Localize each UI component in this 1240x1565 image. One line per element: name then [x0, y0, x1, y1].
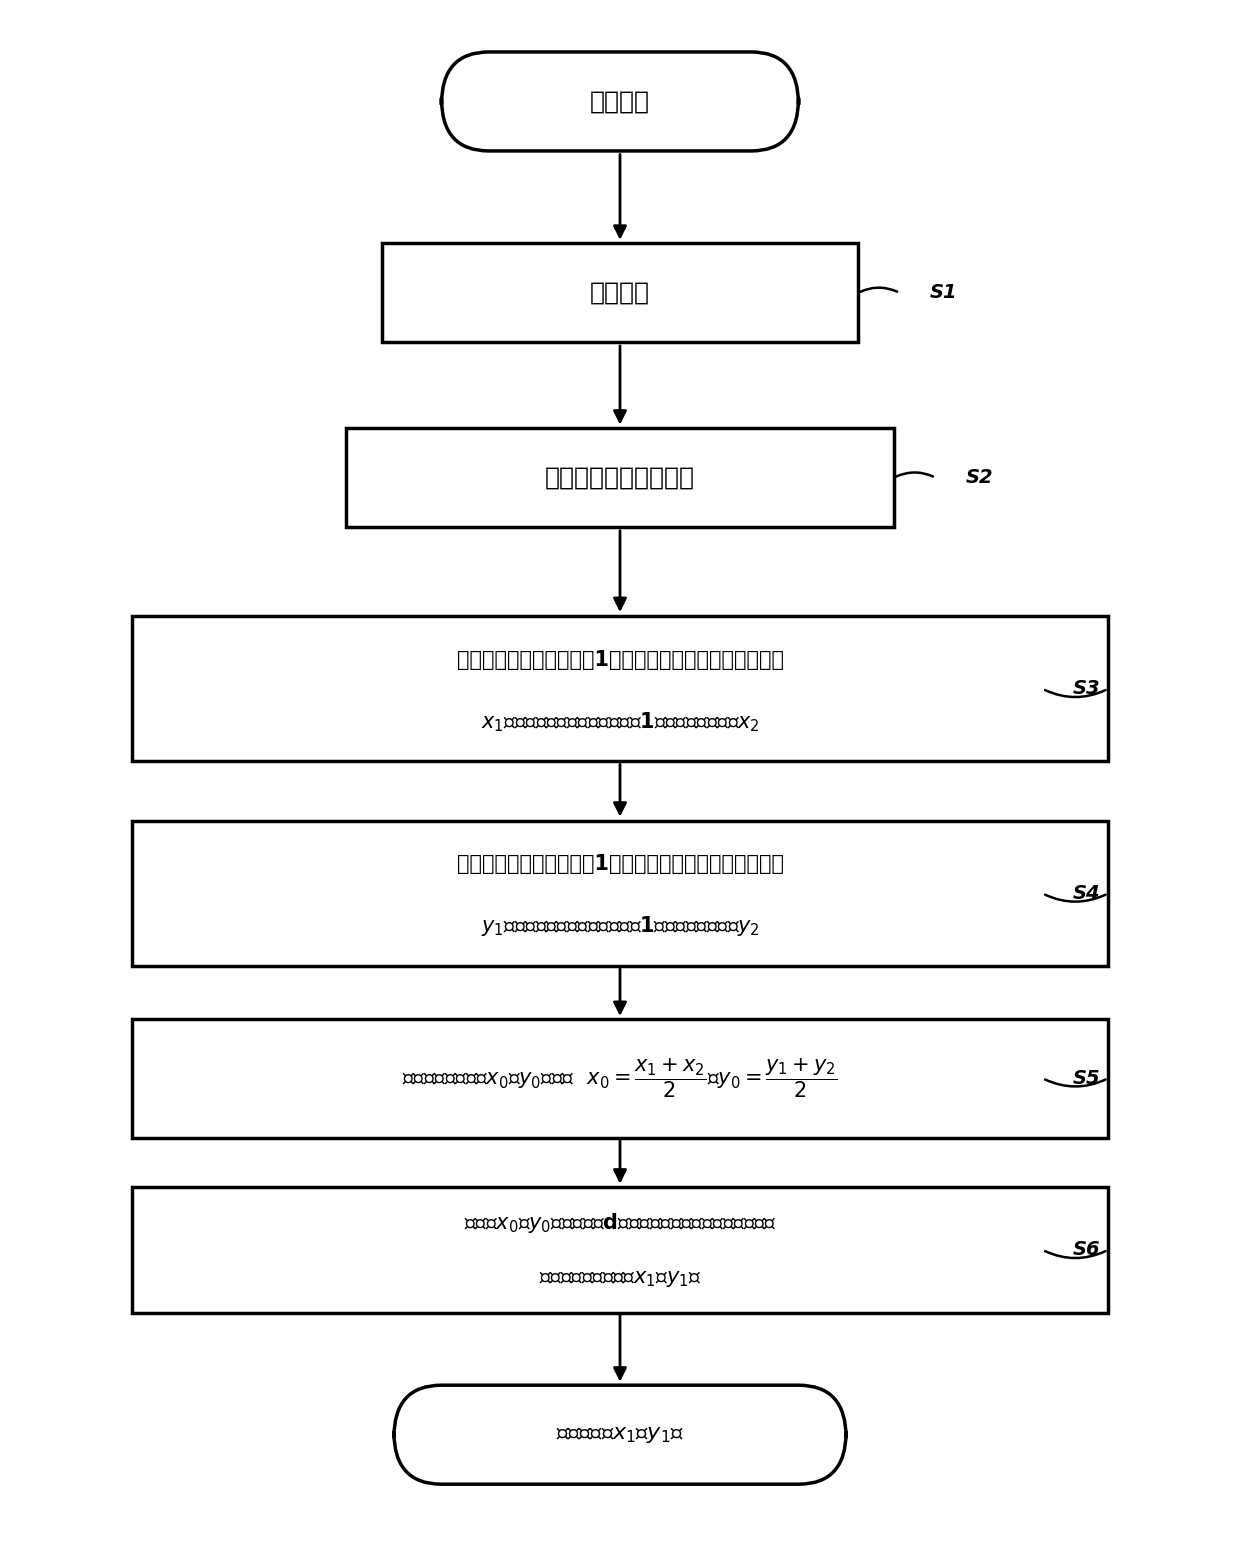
Text: S6: S6 — [1073, 1241, 1100, 1260]
FancyBboxPatch shape — [394, 1385, 846, 1484]
Bar — [131, 617, 1109, 762]
Text: 寻找图像第一列像素值为1的坐标值，记录行数，求均值得: 寻找图像第一列像素值为1的坐标值，记录行数，求均值得 — [456, 649, 784, 670]
Text: 输入图像: 输入图像 — [590, 89, 650, 113]
Text: 输出质心（$x_1$，$y_1$）: 输出质心（$x_1$，$y_1$） — [556, 1424, 684, 1444]
Bar — [382, 243, 858, 343]
Bar — [131, 1019, 1109, 1138]
Text: 寻找图像第一行像素值为1的坐标值，记录列数，求均值得: 寻找图像第一行像素值为1的坐标值，记录列数，求均值得 — [456, 854, 784, 875]
Text: 在以（$x_0$，$y_0$）为中心，d为边长的矩形区域内使用质心法，: 在以（$x_0$，$y_0$）为中心，d为边长的矩形区域内使用质心法， — [464, 1211, 776, 1235]
Text: 得到图像中心坐标（$x_1$，$y_1$）: 得到图像中心坐标（$x_1$，$y_1$） — [539, 1269, 701, 1290]
Bar — [346, 429, 894, 527]
Text: S1: S1 — [930, 283, 957, 302]
Bar — [131, 822, 1109, 966]
Bar — [131, 1188, 1109, 1313]
Text: $x_1$，同理得到最后一列像素值为1的坐标值行数均值$x_2$: $x_1$，同理得到最后一列像素值为1的坐标值行数均值$x_2$ — [481, 711, 759, 734]
FancyBboxPatch shape — [441, 52, 799, 150]
Text: 图像分割，形态学处理: 图像分割，形态学处理 — [546, 466, 694, 490]
Text: 设粗定位中心为（$x_0$，$y_0$），则  $x_0 = \dfrac{x_1+x_2}{2}$，$y_0 = \dfrac{y_1+y_2}{2}$: 设粗定位中心为（$x_0$，$y_0$），则 $x_0 = \dfrac{x_1… — [402, 1056, 838, 1100]
Text: 图像去噪: 图像去噪 — [590, 280, 650, 305]
Text: $y_1$，同理得到最后一行像素值为1的坐标值列数均值$y_2$: $y_1$，同理得到最后一行像素值为1的坐标值列数均值$y_2$ — [481, 914, 759, 939]
Text: S5: S5 — [1073, 1069, 1100, 1088]
Text: S3: S3 — [1073, 679, 1100, 698]
Text: S4: S4 — [1073, 884, 1100, 903]
Text: S2: S2 — [965, 468, 993, 487]
